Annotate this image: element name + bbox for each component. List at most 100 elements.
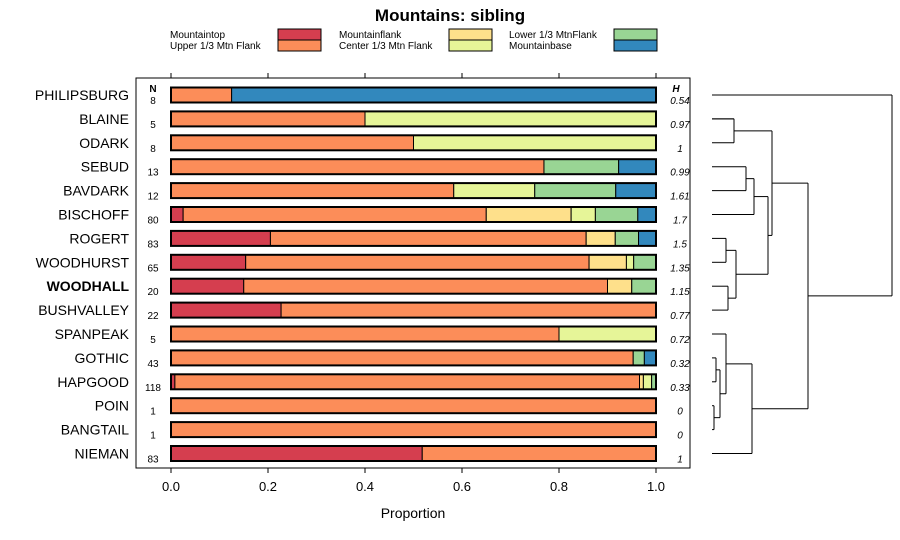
site-label: BAVDARK — [63, 183, 130, 199]
bar-segment — [170, 87, 233, 103]
bar-outline — [170, 421, 657, 439]
bar-segment — [639, 373, 644, 390]
bar-segment — [614, 230, 640, 247]
site-label: POIN — [95, 398, 129, 414]
site-label: HAPGOOD — [57, 374, 129, 390]
bar-segment — [625, 254, 635, 271]
bar-segment — [170, 445, 423, 462]
n-value: 13 — [147, 168, 159, 179]
bar-segment — [170, 110, 366, 127]
site-label: WOODHURST — [36, 254, 130, 270]
bar-segment — [618, 158, 657, 175]
bar-segment — [421, 445, 657, 462]
legend-label: Center 1/3 Mtn Flank — [339, 41, 433, 52]
h-value: 0.32 — [670, 359, 690, 370]
legend-label: Mountainflank — [339, 30, 402, 41]
h-value: 0.99 — [670, 168, 690, 179]
n-value: 80 — [147, 216, 159, 227]
bar-segment — [615, 182, 657, 199]
bar-outline — [170, 445, 657, 462]
bar-segment — [174, 373, 641, 390]
site-label: BANGTAIL — [61, 422, 129, 438]
x-tick-label: 1.0 — [647, 479, 665, 494]
bar-outline — [170, 301, 657, 319]
bar-segment — [182, 206, 487, 223]
bar-outline — [170, 110, 657, 128]
bar-segment — [364, 110, 657, 127]
bar-segment — [170, 254, 247, 271]
bar-segment — [607, 278, 633, 295]
x-tick-label: 0.6 — [453, 479, 471, 494]
bar-outline — [170, 325, 657, 343]
bar-outline — [170, 182, 657, 200]
n-value: 5 — [150, 335, 156, 346]
bar-segment — [170, 326, 560, 342]
bar-segment — [651, 373, 657, 390]
bar-segment — [245, 254, 590, 271]
h-value: 1.15 — [670, 287, 690, 298]
bar-segment — [558, 326, 657, 342]
bar-segment — [170, 349, 634, 366]
legend-label: Lower 1/3 MtnFlank — [509, 30, 598, 41]
bar-outline — [170, 397, 657, 415]
site-label: BISCHOFF — [58, 207, 129, 223]
bar-segment — [543, 158, 620, 175]
x-axis-label: Proportion — [381, 505, 446, 521]
n-value: 12 — [147, 192, 159, 203]
bar-outline — [170, 229, 657, 247]
x-tick-label: 0.0 — [162, 479, 180, 494]
h-value: 1.35 — [670, 263, 690, 274]
bar-outline — [170, 349, 657, 367]
bar-outline — [170, 373, 657, 391]
site-label: BUSHVALLEY — [38, 302, 129, 318]
n-header: N — [149, 84, 156, 95]
legend-swatch — [448, 39, 493, 52]
n-value: 83 — [147, 239, 159, 250]
h-value: 1.61 — [670, 192, 689, 203]
h-value: 0.77 — [670, 311, 690, 322]
bar-segment — [642, 373, 653, 390]
plot-frame — [135, 77, 691, 469]
x-tick-label: 0.4 — [356, 479, 374, 494]
bar-segment — [413, 134, 657, 151]
bar-segment — [170, 302, 282, 319]
bar-segment — [170, 158, 545, 175]
n-value: 65 — [147, 263, 159, 274]
n-value: 1 — [150, 431, 156, 442]
bar-segment — [643, 349, 657, 366]
n-value: 118 — [145, 383, 161, 394]
site-label: GOTHIC — [75, 350, 129, 366]
chart-title: Mountains: sibling — [375, 6, 525, 25]
n-value: 5 — [150, 120, 156, 131]
bar-segment — [631, 278, 657, 295]
bar-segment — [453, 182, 536, 199]
site-label: SPANPEAK — [55, 326, 130, 342]
bar-segment — [594, 206, 639, 223]
bar-outline — [170, 206, 657, 223]
legend-label: Upper 1/3 Mtn Flank — [170, 41, 262, 52]
site-label: PHILIPSBURG — [35, 87, 129, 103]
dendrogram — [712, 94, 893, 454]
legend-swatch — [613, 39, 658, 52]
h-value: 1 — [677, 455, 683, 466]
site-label: NIEMAN — [75, 446, 129, 462]
bar-segment — [570, 206, 596, 223]
h-value: 1 — [677, 144, 683, 155]
bar-segment — [170, 134, 414, 151]
bar-segment — [280, 302, 657, 319]
n-value: 83 — [147, 455, 159, 466]
bar-segment — [170, 182, 455, 199]
bar-rows: PHILIPSBURG 8 0.54 BLAINE 5 0.97 ODARK 8 1 SEBUD 1… — [35, 86, 690, 466]
bar-segment — [632, 349, 645, 366]
bar-segment — [170, 206, 184, 223]
site-label: WOODHALL — [47, 278, 130, 294]
bar-segment — [269, 230, 587, 247]
legend-swatch — [277, 39, 322, 52]
bar-outline — [170, 86, 657, 104]
n-value: 43 — [147, 359, 159, 370]
h-value: 0.97 — [670, 120, 690, 131]
x-tick-label: 0.2 — [259, 479, 277, 494]
n-value: 1 — [150, 407, 156, 418]
legend-swatch — [448, 28, 493, 41]
legend-label: Mountainbase — [509, 41, 572, 52]
